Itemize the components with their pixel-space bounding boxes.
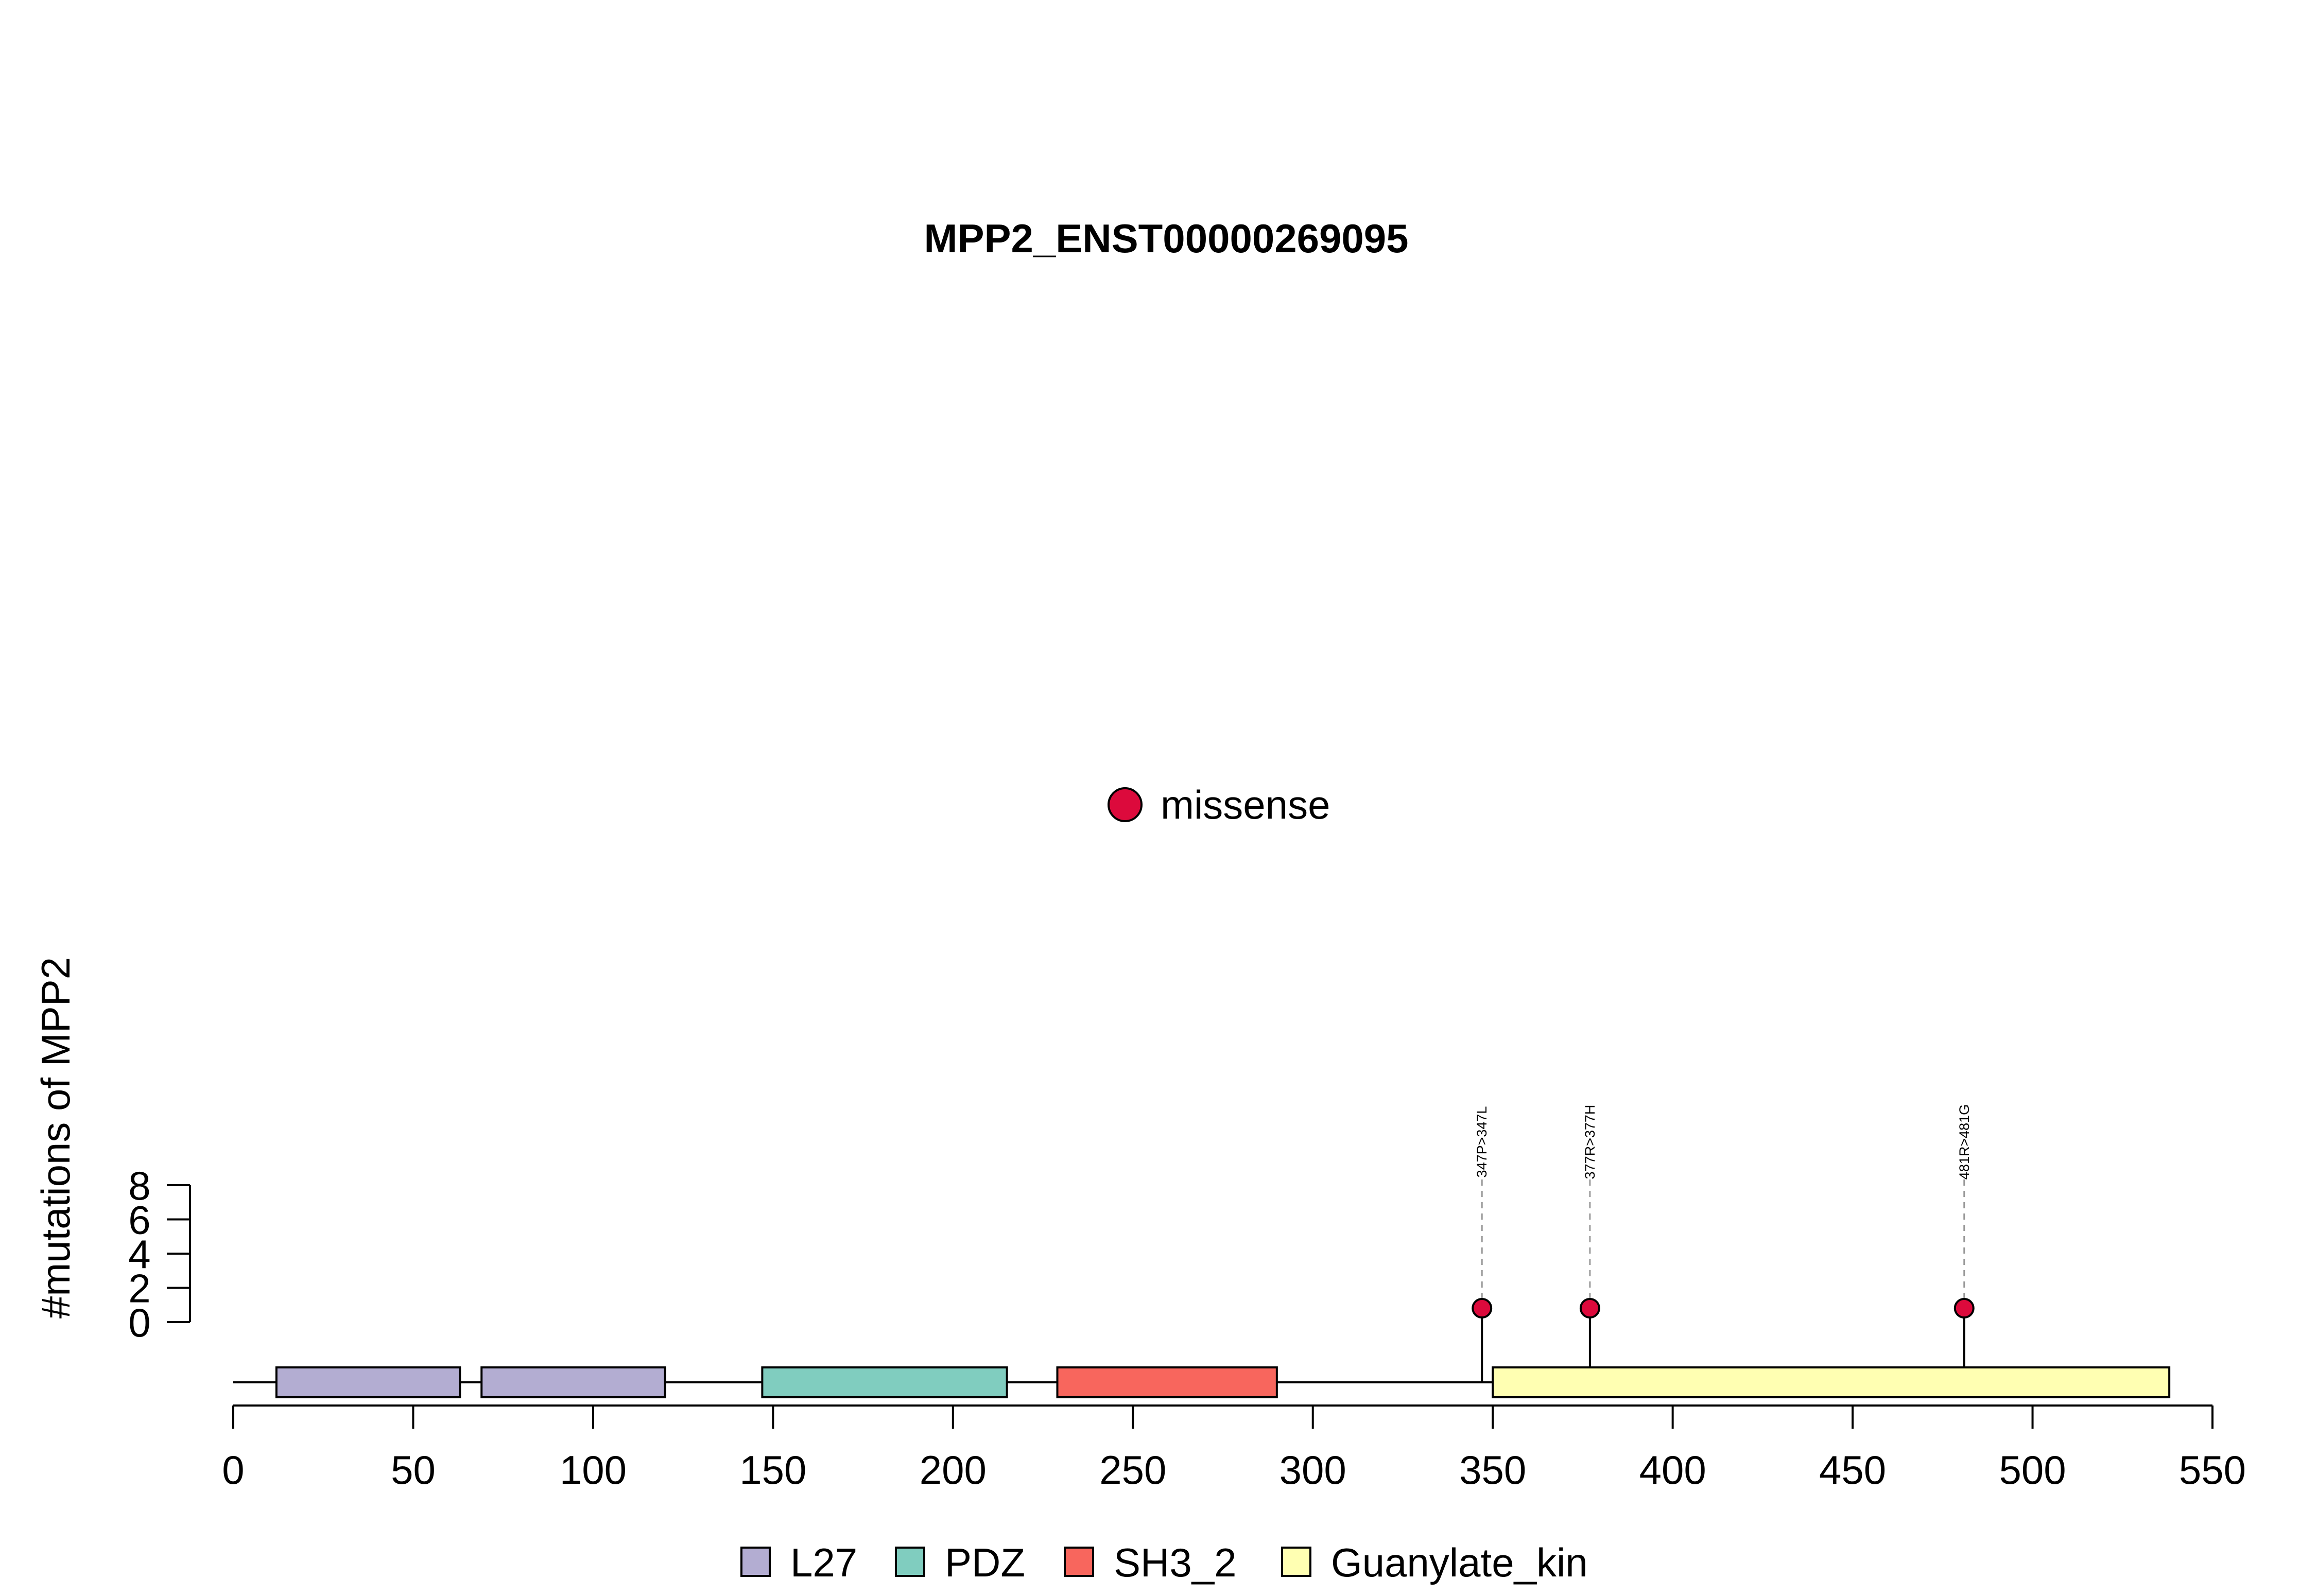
- legend-label-l27: L27: [790, 1540, 857, 1585]
- legend-marker-missense: [1108, 787, 1143, 822]
- mutation-point-377: [1579, 1298, 1600, 1319]
- y-axis-label: #mutations of MPP2: [33, 957, 78, 1319]
- mutation-label-347: 347P>347L: [1474, 1106, 1490, 1178]
- legend-label-pdz: PDZ: [945, 1540, 1025, 1585]
- mutation-stems: 347P>347L 377R>377H 481R>481G: [1474, 1104, 1972, 1382]
- y-tick-label-2: 2: [128, 1266, 150, 1311]
- legend-label-missense: missense: [1161, 782, 1330, 827]
- domain-pdz: [761, 1366, 1008, 1398]
- x-tick-label-450: 450: [1819, 1447, 1886, 1493]
- domain-sh3-2: [1056, 1366, 1278, 1398]
- mutation-lollipops: [1472, 1298, 1975, 1319]
- legend-swatch-sh3-2: [1064, 1547, 1094, 1577]
- legend-swatch-l27: [740, 1547, 771, 1577]
- y-tick-label-8: 8: [128, 1163, 150, 1208]
- legend-swatch-guanylate-kin: [1281, 1547, 1311, 1577]
- mutation-legend: missense: [1108, 782, 1330, 827]
- x-tick-label-400: 400: [1639, 1447, 1706, 1493]
- chart-title: MPP2_ENST00000269095: [924, 216, 1409, 261]
- legend-label-guanylate-kin: Guanylate_kin: [1331, 1540, 1588, 1585]
- mutation-point-347: [1472, 1298, 1493, 1319]
- y-tick-label-0: 0: [128, 1300, 150, 1345]
- x-tick-label-500: 500: [1999, 1447, 2066, 1493]
- mutation-label-377: 377R>377H: [1582, 1105, 1598, 1179]
- x-tick-label-550: 550: [2179, 1447, 2246, 1493]
- domain-l27: [480, 1366, 666, 1398]
- x-tick-label-300: 300: [1279, 1447, 1346, 1493]
- x-axis: 0 50 100 150 200 250 300 350 400 450 500 550: [222, 1404, 2246, 1493]
- x-tick-label-150: 150: [739, 1447, 806, 1493]
- domain-legend: L27 PDZ SH3_2 Guanylate_kin: [740, 1540, 1588, 1585]
- x-tick-label-200: 200: [920, 1447, 987, 1493]
- y-tick-label-4: 4: [128, 1231, 150, 1277]
- protein-domains: [275, 1366, 2171, 1398]
- x-tick-label-50: 50: [391, 1447, 436, 1493]
- x-tick-label-100: 100: [560, 1447, 627, 1493]
- domain-guanylate-kin: [1492, 1366, 2171, 1398]
- mutation-label-481: 481R>481G: [1957, 1104, 1972, 1179]
- y-tick-label-6: 6: [128, 1198, 150, 1243]
- legend-label-sh3-2: SH3_2: [1114, 1540, 1237, 1585]
- domain-l27: [275, 1366, 461, 1398]
- x-tick-label-250: 250: [1099, 1447, 1166, 1493]
- x-tick-label-350: 350: [1459, 1447, 1526, 1493]
- mutation-point-481: [1953, 1298, 1975, 1319]
- legend-swatch-pdz: [895, 1547, 925, 1577]
- x-tick-label-0: 0: [222, 1447, 244, 1493]
